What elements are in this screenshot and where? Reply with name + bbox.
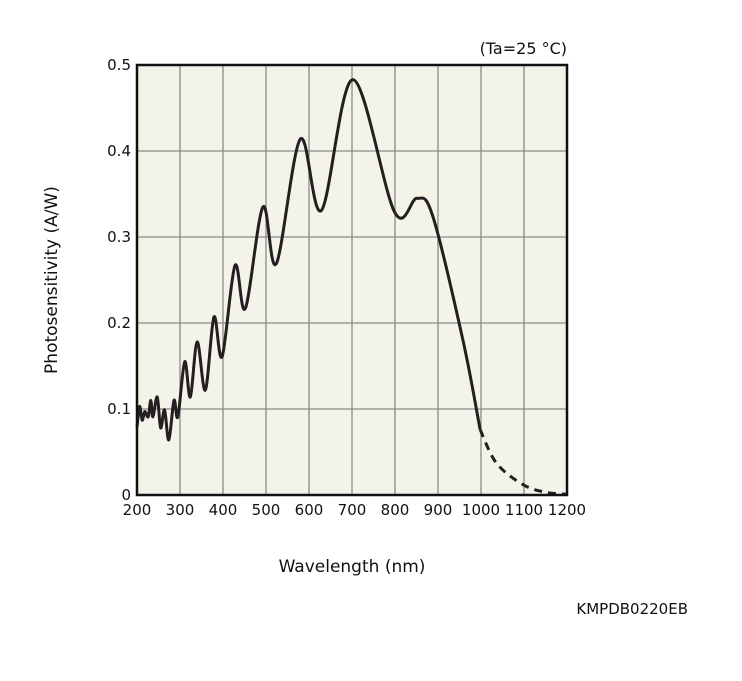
x-tick-label: 200 (123, 501, 152, 519)
tick-labels: 200 300 400 500 600 700 800 900 1000 1100 1200 0 0.1… (107, 56, 586, 519)
y-tick-label: 0.1 (107, 400, 131, 418)
x-tick-label: 1000 (462, 501, 500, 519)
series-lines (135, 78, 567, 496)
x-tick-label: 300 (166, 501, 195, 519)
plot-frame (135, 63, 569, 497)
x-tick-label: 1200 (548, 501, 586, 519)
x-tick-label: 1100 (505, 501, 543, 519)
x-tick-label: 900 (424, 501, 453, 519)
y-tick-label: 0.2 (107, 314, 131, 332)
y-tick-label: 0.3 (107, 228, 131, 246)
x-tick-label: 800 (381, 501, 410, 519)
series-line-measured (135, 78, 482, 442)
y-tick-label: 0.5 (107, 56, 131, 74)
x-tick-label: 500 (252, 501, 281, 519)
x-tick-label: 600 (295, 501, 324, 519)
y-axis-label: Photosensitivity (A/W) (42, 186, 62, 374)
condition-annotation: (Ta=25 °C) (480, 39, 567, 58)
y-tick-label: 0 (121, 486, 131, 504)
x-tick-label: 700 (338, 501, 367, 519)
series-line-extrapolated (478, 428, 567, 496)
document-code: KMPDB0220EB (576, 600, 688, 618)
y-tick-label: 0.4 (107, 142, 131, 160)
x-axis-label: Wavelength (nm) (279, 557, 426, 577)
x-tick-label: 400 (209, 501, 238, 519)
